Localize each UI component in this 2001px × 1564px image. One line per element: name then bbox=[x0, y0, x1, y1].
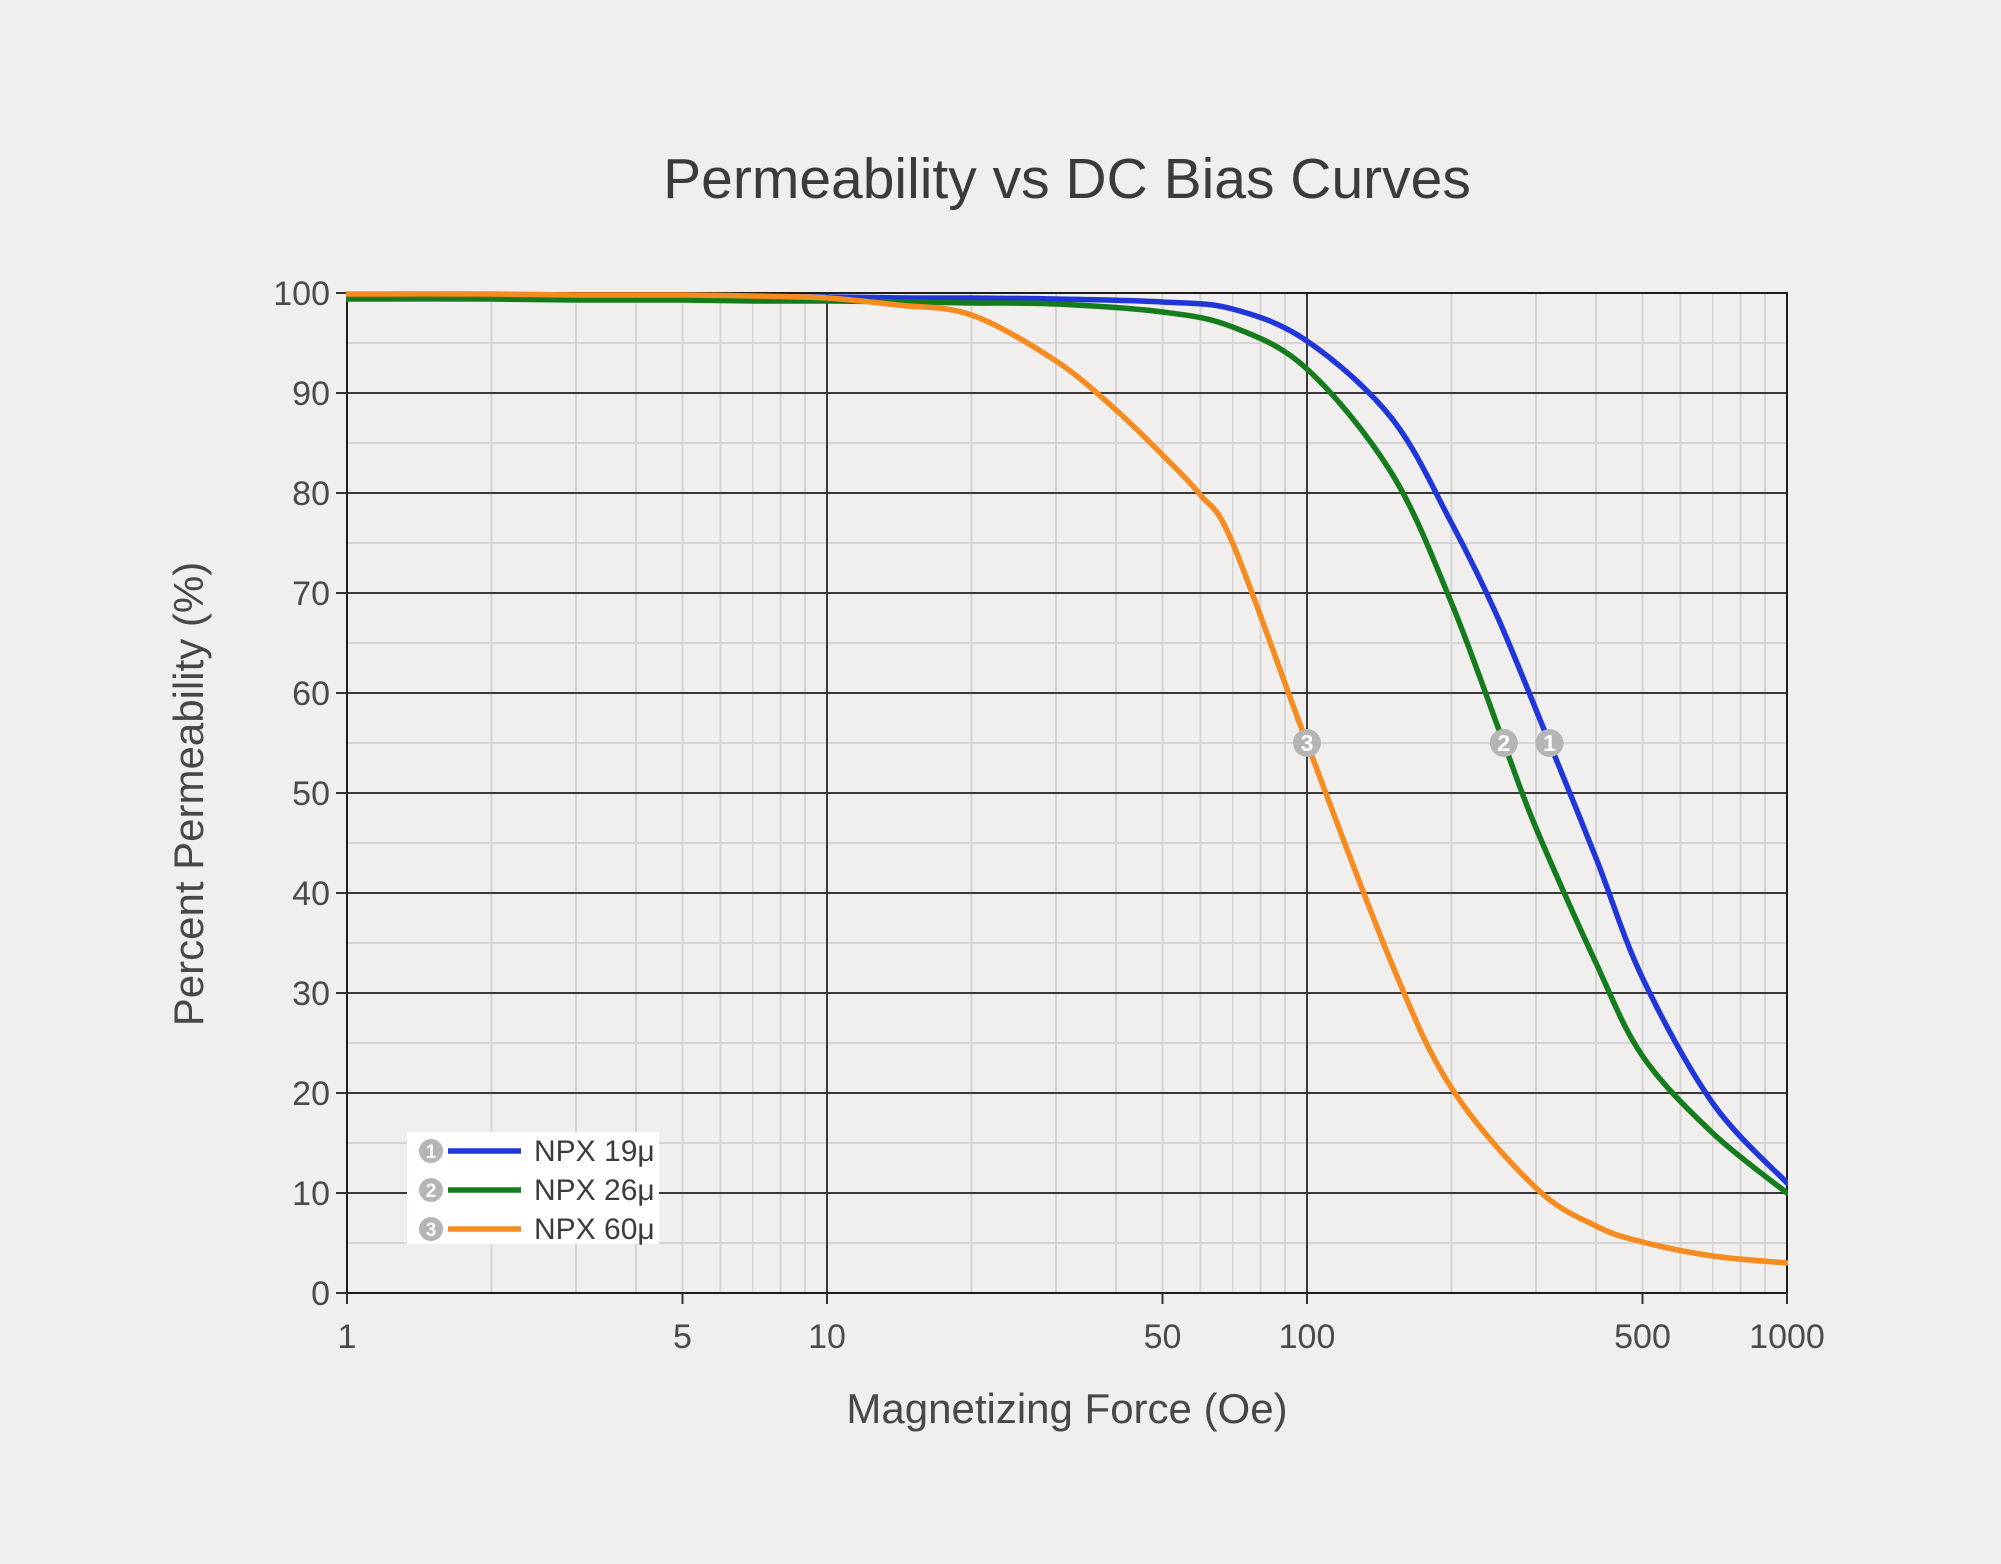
y-tick-label: 70 bbox=[292, 575, 330, 613]
x-axis-label: Magnetizing Force (Oe) bbox=[846, 1385, 1288, 1432]
curve-marker-number: 2 bbox=[1497, 730, 1510, 756]
y-tick-label: 30 bbox=[292, 975, 330, 1013]
legend-item: 1 NPX 19μ bbox=[419, 1135, 655, 1168]
y-tick-label: 40 bbox=[292, 875, 330, 913]
chart-title: Permeability vs DC Bias Curves bbox=[663, 147, 1471, 211]
y-tick-label: 60 bbox=[292, 675, 330, 713]
y-tick-label: 20 bbox=[292, 1075, 330, 1113]
legend-badge-number: 3 bbox=[426, 1220, 437, 1241]
curve-marker-circle bbox=[1535, 729, 1564, 757]
legend-label: NPX 60μ bbox=[534, 1213, 655, 1246]
curve-marker-circle bbox=[1293, 729, 1321, 757]
curve-npx-19μ bbox=[346, 293, 1788, 1186]
x-tick-label: 50 bbox=[1144, 1318, 1182, 1356]
curve-npx-60μ bbox=[346, 291, 1788, 1266]
legend-item: 3 NPX 60μ bbox=[419, 1213, 655, 1246]
curve-marker-circle bbox=[1489, 729, 1518, 757]
legend-label: NPX 19μ bbox=[534, 1135, 655, 1168]
legend-badge-circle bbox=[419, 1178, 443, 1202]
legend: 1 NPX 19μ 2 NPX 26μ 3 NPX 60μ bbox=[407, 1132, 659, 1246]
y-tick-label: 10 bbox=[292, 1175, 330, 1213]
legend-badge-circle bbox=[419, 1217, 443, 1241]
legend-badge-number: 1 bbox=[426, 1142, 437, 1163]
curve-marker-number: 3 bbox=[1301, 730, 1314, 756]
y-tick-label: 50 bbox=[292, 775, 330, 813]
x-tick-label: 500 bbox=[1614, 1318, 1671, 1356]
x-tick-label: 1000 bbox=[1749, 1318, 1825, 1356]
curve-npx-26μ bbox=[346, 296, 1788, 1196]
y-tick-label: 90 bbox=[292, 375, 330, 413]
series-curves bbox=[346, 291, 1788, 1266]
x-tick-label: 5 bbox=[673, 1318, 692, 1356]
tick-marks bbox=[336, 292, 1788, 1304]
y-tick-label: 0 bbox=[311, 1275, 330, 1313]
curve-marker-number: 1 bbox=[1543, 730, 1556, 756]
x-tick-label: 10 bbox=[808, 1318, 846, 1356]
curve-markers: 1 2 3 bbox=[1293, 729, 1564, 757]
tick-labels: 0 10 20 30 40 50 60 70 80 90 100 1 5 10 50 100 500 1000 bbox=[273, 275, 1825, 1356]
legend-badge-circle bbox=[419, 1139, 443, 1163]
x-tick-label: 1 bbox=[338, 1318, 357, 1356]
legend-item: 2 NPX 26μ bbox=[419, 1174, 655, 1207]
legend-label: NPX 26μ bbox=[534, 1174, 655, 1207]
y-tick-label: 80 bbox=[292, 475, 330, 513]
legend-badge-number: 2 bbox=[426, 1181, 437, 1202]
y-tick-label: 100 bbox=[273, 275, 330, 313]
x-tick-label: 100 bbox=[1279, 1318, 1336, 1356]
